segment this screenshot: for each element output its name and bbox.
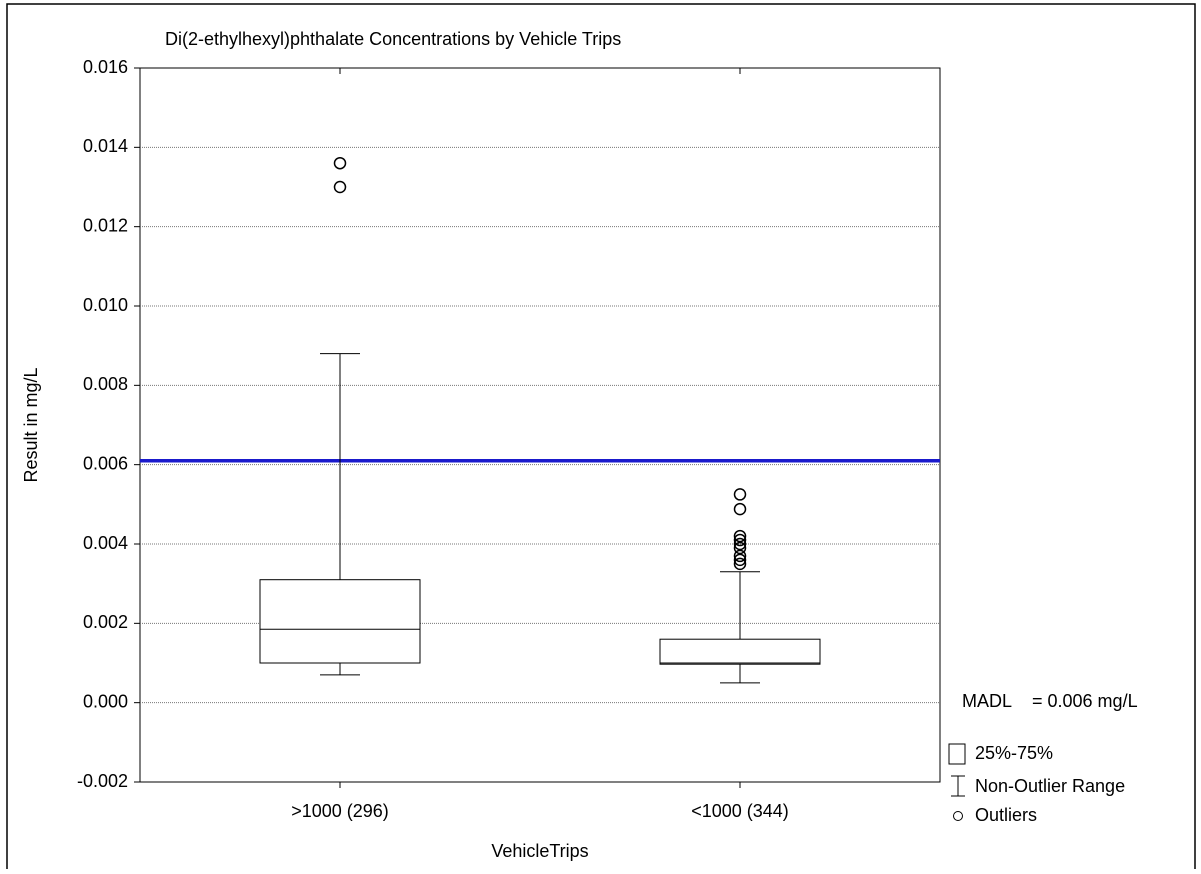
y-axis-label: Result in mg/L (21, 367, 41, 482)
outlier (733, 557, 747, 571)
outlier (733, 533, 747, 547)
x-tick-label: <1000 (344) (691, 801, 789, 821)
outlier (733, 549, 747, 563)
box (659, 638, 821, 665)
x-tick-label: >1000 (296) (291, 801, 389, 821)
chart-title: Di(2-ethylhexyl)phthalate Concentrations… (165, 29, 621, 49)
y-tick-label: -0.002 (77, 771, 128, 791)
legend-label: 25%-75% (975, 743, 1053, 763)
y-tick-label: 0.012 (83, 215, 128, 235)
y-tick-label: 0.014 (83, 136, 128, 156)
legend-label: Non-Outlier Range (975, 776, 1125, 796)
legend-outlier-icon (953, 811, 963, 821)
legend-label: Outliers (975, 805, 1037, 825)
outlier (733, 529, 747, 543)
ref-text: = 0.006 mg/L (1032, 691, 1138, 711)
outlier (733, 488, 747, 501)
outlier (333, 180, 347, 194)
outlier (733, 553, 747, 567)
outlier (733, 541, 747, 555)
legend-box-icon (948, 743, 966, 765)
outlier (733, 537, 747, 551)
y-tick-label: 0.002 (83, 612, 128, 632)
frame (6, 3, 1196, 874)
ref-label: MADL (962, 691, 1012, 711)
y-tick-label: 0.008 (83, 374, 128, 394)
y-tick-label: 0.010 (83, 295, 128, 315)
box (259, 579, 421, 664)
y-tick-label: 0.016 (83, 57, 128, 77)
legend-whisker-icon (951, 775, 965, 797)
outlier (333, 156, 347, 170)
x-axis-label: VehicleTrips (491, 841, 588, 861)
y-tick-label: 0.006 (83, 453, 128, 473)
outlier (733, 502, 747, 516)
y-tick-label: 0.004 (83, 533, 128, 553)
y-tick-label: 0.000 (83, 691, 128, 711)
plot-area (139, 67, 941, 783)
